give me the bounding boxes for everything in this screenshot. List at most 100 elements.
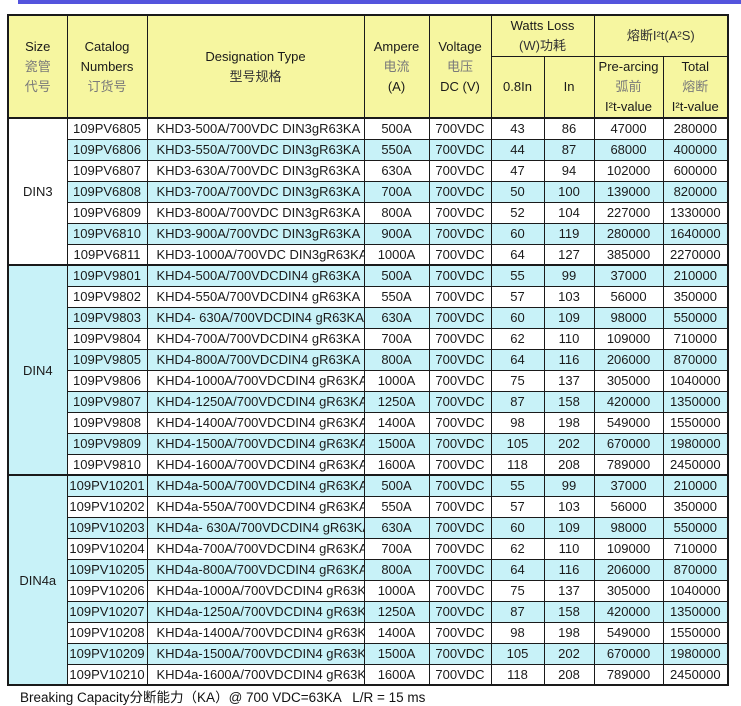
ampere-rating: 800A	[363, 201, 430, 224]
ampere-rating: 1400A	[363, 411, 430, 434]
designation-type: KHD4-1600A/700VDCDIN4 gR63KA	[146, 453, 365, 476]
ampere-rating: 1000A	[363, 243, 430, 266]
watts-loss-in: 202	[543, 432, 595, 455]
col-header-catalog: Catalog Numbers 订货号	[66, 14, 148, 119]
designation-type: KHD4-1250A/700VDCDIN4 gR63KA	[146, 390, 365, 413]
voltage-rating: 700VDC	[428, 432, 492, 455]
designation-type: KHD4- 630A/700VDCDIN4 gR63KA	[146, 306, 365, 329]
watts-loss-0-8in: 62	[490, 537, 545, 560]
designation-type: KHD4-700A/700VDCDIN4 gR63KA	[146, 327, 365, 350]
table-row: 109PV6809 KHD3-800A/700VDC DIN3gR63KA 800A…	[8, 201, 729, 224]
voltage-rating: 700VDC	[428, 537, 492, 560]
table-header: Size 瓷管 代号 Catalog Numbers 订货号 Designati…	[7, 14, 729, 119]
watts-loss-in: 86	[543, 117, 595, 140]
total-i2t-value: 550000	[662, 516, 729, 539]
prearcing-i2t-value: 280000	[593, 222, 664, 245]
designation-type: KHD4a-800A/700VDCDIN4 gR63KA	[146, 558, 365, 581]
total-i2t-value: 710000	[662, 537, 729, 560]
watts-loss-in: 208	[543, 663, 595, 686]
voltage-rating: 700VDC	[428, 453, 492, 476]
col-header-size-en: Size	[25, 38, 51, 54]
designation-type: KHD3-1000A/700VDC DIN3gR63KA	[146, 243, 365, 266]
catalog-number: 109PV10202	[66, 495, 148, 518]
prearcing-i2t-value: 109000	[593, 537, 664, 560]
total-i2t-value: 1350000	[662, 390, 729, 413]
prearcing-i2t-value: 305000	[593, 369, 664, 392]
prearcing-i2t-value: 549000	[593, 411, 664, 434]
catalog-number: 109PV10206	[66, 579, 148, 602]
top-divider-rule	[18, 0, 741, 4]
watts-loss-0-8in: 50	[490, 180, 545, 203]
col-header-watts-0-8in: 0.8In	[490, 56, 545, 119]
total-i2t-value: 550000	[662, 306, 729, 329]
col-header-watts-loss: Watts Loss (W)功耗	[490, 14, 595, 57]
catalog-number: 109PV10201	[66, 474, 148, 497]
watts-loss-in: 99	[543, 264, 595, 287]
watts-loss-in: 99	[543, 474, 595, 497]
designation-type: KHD4a-1000A/700VDCDIN4 gR63KA	[146, 579, 365, 602]
watts-loss-0-8in: 60	[490, 222, 545, 245]
catalog-number: 109PV6808	[66, 180, 148, 203]
table-row: 109PV10207 KHD4a-1250A/700VDCDIN4 gR63KA 1…	[8, 600, 729, 623]
voltage-rating: 700VDC	[428, 180, 492, 203]
voltage-rating: 700VDC	[428, 621, 492, 644]
watts-loss-in: 137	[543, 369, 595, 392]
designation-type: KHD4a- 630A/700VDCDIN4 gR63KA	[146, 516, 365, 539]
table-row: 109PV9806 KHD4-1000A/700VDCDIN4 gR63KA 100…	[8, 369, 729, 392]
watts-loss-in: 158	[543, 390, 595, 413]
voltage-rating: 700VDC	[428, 558, 492, 581]
watts-loss-0-8in: 118	[490, 453, 545, 476]
prearcing-i2t-value: 789000	[593, 663, 664, 686]
col-header-total: Total 熔断 I²t-value	[662, 56, 729, 119]
watts-loss-0-8in: 60	[490, 306, 545, 329]
voltage-rating: 700VDC	[428, 306, 492, 329]
col-header-ampere-zh: 电流	[383, 58, 410, 74]
size-group-din4: DIN4 109PV9801 KHD4-500A/700VDCDIN4 gR63KA…	[7, 264, 729, 476]
voltage-rating: 700VDC	[428, 411, 492, 434]
designation-type: KHD3-900A/700VDC DIN3gR63KA	[146, 222, 365, 245]
voltage-rating: 700VDC	[428, 138, 492, 161]
total-i2t-value: 1040000	[662, 579, 729, 602]
voltage-rating: 700VDC	[428, 159, 492, 182]
table-row: 109PV10208 KHD4a-1400A/700VDCDIN4 gR63KA 1…	[8, 621, 729, 644]
col-header-size: Size 瓷管 代号	[7, 14, 68, 119]
col-header-catalog-zh: 订货号	[87, 78, 127, 94]
watts-loss-0-8in: 55	[490, 474, 545, 497]
table-row: 109PV6808 KHD3-700A/700VDC DIN3gR63KA 700A…	[8, 180, 729, 203]
total-i2t-value: 210000	[662, 264, 729, 287]
col-header-voltage: Voltage 电压 DC (V)	[428, 14, 492, 119]
watts-loss-in: 208	[543, 453, 595, 476]
catalog-number: 109PV10207	[66, 600, 148, 623]
total-i2t-value: 210000	[662, 474, 729, 497]
ampere-rating: 500A	[363, 264, 430, 287]
prearcing-i2t-value: 102000	[593, 159, 664, 182]
watts-loss-in: 109	[543, 516, 595, 539]
catalog-number: 109PV9810	[66, 453, 148, 476]
col-header-total-en: Total	[681, 59, 709, 74]
ampere-rating: 1600A	[363, 663, 430, 686]
table-row: 109PV10204 KHD4a-700A/700VDCDIN4 gR63KA 70…	[8, 537, 729, 560]
voltage-rating: 700VDC	[428, 495, 492, 518]
watts-loss-in: 119	[543, 222, 595, 245]
total-i2t-value: 1550000	[662, 621, 729, 644]
size-group-din4a: DIN4a 109PV10201 KHD4a-500A/700VDCDIN4 gR6…	[7, 474, 729, 686]
col-header-watts-0-8in-label: 0.8In	[503, 79, 532, 94]
watts-loss-in: 116	[543, 348, 595, 371]
watts-loss-0-8in: 44	[490, 138, 545, 161]
catalog-number: 109PV9803	[66, 306, 148, 329]
total-i2t-value: 1640000	[662, 222, 729, 245]
watts-loss-0-8in: 60	[490, 516, 545, 539]
voltage-rating: 700VDC	[428, 327, 492, 350]
catalog-number: 109PV9802	[66, 285, 148, 308]
catalog-number: 109PV6805	[66, 117, 148, 140]
voltage-rating: 700VDC	[428, 264, 492, 287]
voltage-rating: 700VDC	[428, 390, 492, 413]
designation-type: KHD4a-1600A/700VDCDIN4 gR63KA	[146, 663, 365, 686]
total-i2t-value: 2450000	[662, 663, 729, 686]
table-row: 109PV9803 KHD4- 630A/700VDCDIN4 gR63KA 630…	[8, 306, 729, 329]
watts-loss-0-8in: 87	[490, 600, 545, 623]
table-row: 109PV6810 KHD3-900A/700VDC DIN3gR63KA 900A…	[8, 222, 729, 245]
total-i2t-value: 870000	[662, 348, 729, 371]
voltage-rating: 700VDC	[428, 243, 492, 266]
watts-loss-in: 116	[543, 558, 595, 581]
